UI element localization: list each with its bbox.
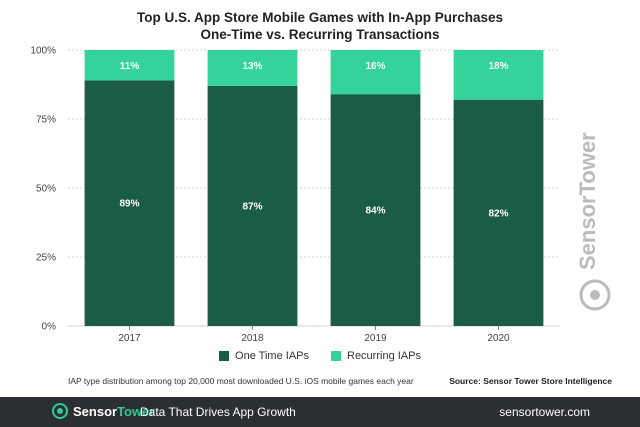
bar-one-time [453, 99, 544, 327]
bar-one-time [84, 80, 175, 326]
legend-item-one-time: One Time IAPs [219, 350, 309, 362]
legend-swatch-one-time [219, 351, 230, 361]
sensor-tower-logo-icon [52, 403, 68, 419]
y-tick-label: 75% [36, 115, 56, 126]
y-tick-label: 50% [36, 184, 56, 195]
y-tick-label: 0% [42, 322, 57, 333]
x-tick-label: 2017 [118, 333, 141, 344]
chart-title-line2: One-Time vs. Recurring Transactions [200, 27, 440, 42]
legend-item-recurring: Recurring IAPs [331, 350, 421, 362]
y-tick-label: 100% [30, 46, 56, 57]
bar-recurring [84, 50, 175, 81]
x-tick-label: 2019 [364, 333, 387, 344]
chart-title: Top U.S. App Store Mobile Games with In-… [0, 9, 640, 43]
footer-bar: SensorTower Data That Drives App Growth … [0, 397, 640, 427]
bar-recurring [330, 50, 421, 95]
watermark-text: SensorTower [575, 132, 600, 270]
data-label-one-time: 82% [488, 208, 508, 219]
x-tick-label: 2020 [487, 333, 510, 344]
footer-brand-a: Sensor [73, 403, 118, 419]
x-axis-ticks: 2017 2018 2019 2020 [118, 326, 510, 344]
y-axis-ticks: 0% 25% 50% 75% 100% [30, 46, 56, 333]
data-label-one-time: 84% [365, 206, 385, 217]
footer-tagline: Data That Drives App Growth [140, 405, 296, 419]
legend: One Time IAPs Recurring IAPs [0, 350, 640, 362]
data-label-recurring: 11% [120, 61, 140, 72]
bar-one-time [207, 85, 298, 326]
bar-recurring [453, 50, 544, 100]
footnote: IAP type distribution among top 20,000 m… [68, 376, 414, 386]
data-label-recurring: 18% [488, 61, 508, 72]
bar-one-time [330, 94, 421, 326]
data-label-one-time: 89% [119, 199, 139, 210]
watermark-logo: SensorTower [575, 132, 611, 311]
y-tick-label: 25% [36, 253, 56, 264]
bars: 89% 11% 87% 13% 84% 16% 82% 18% [84, 50, 544, 327]
x-tick-label: 2018 [241, 333, 264, 344]
source-note: Source: Sensor Tower Store Intelligence [449, 376, 612, 386]
data-label-one-time: 87% [242, 201, 262, 212]
data-label-recurring: 13% [242, 61, 262, 72]
footer-url[interactable]: sensortower.com [499, 405, 590, 419]
legend-label-one-time: One Time IAPs [235, 350, 309, 362]
bar-recurring [207, 50, 298, 86]
legend-label-recurring: Recurring IAPs [347, 350, 421, 362]
data-label-recurring: 16% [365, 61, 385, 72]
watermark-icon [579, 279, 611, 311]
chart-title-line1: Top U.S. App Store Mobile Games with In-… [136, 10, 504, 25]
legend-swatch-recurring [331, 351, 341, 361]
footer-brand-b: Tower [117, 403, 155, 419]
footer-logo[interactable]: SensorTower [52, 403, 154, 419]
